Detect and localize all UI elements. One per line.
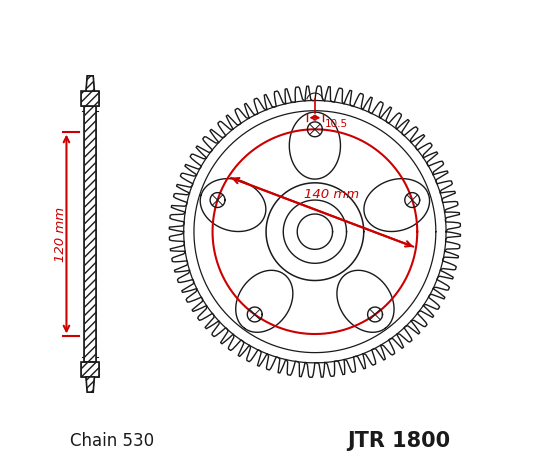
Polygon shape xyxy=(290,112,340,179)
Polygon shape xyxy=(86,76,95,91)
Polygon shape xyxy=(86,377,95,392)
Polygon shape xyxy=(200,179,266,232)
Polygon shape xyxy=(236,271,293,332)
Polygon shape xyxy=(84,106,96,362)
Text: 120 mm: 120 mm xyxy=(54,206,67,262)
Text: Chain 530: Chain 530 xyxy=(71,432,155,450)
Text: 10.5: 10.5 xyxy=(325,119,348,129)
Polygon shape xyxy=(81,362,100,377)
Polygon shape xyxy=(364,179,430,232)
Polygon shape xyxy=(81,91,100,106)
Polygon shape xyxy=(337,271,394,332)
Text: JTR 1800: JTR 1800 xyxy=(347,431,450,451)
Text: 140 mm: 140 mm xyxy=(304,188,359,201)
